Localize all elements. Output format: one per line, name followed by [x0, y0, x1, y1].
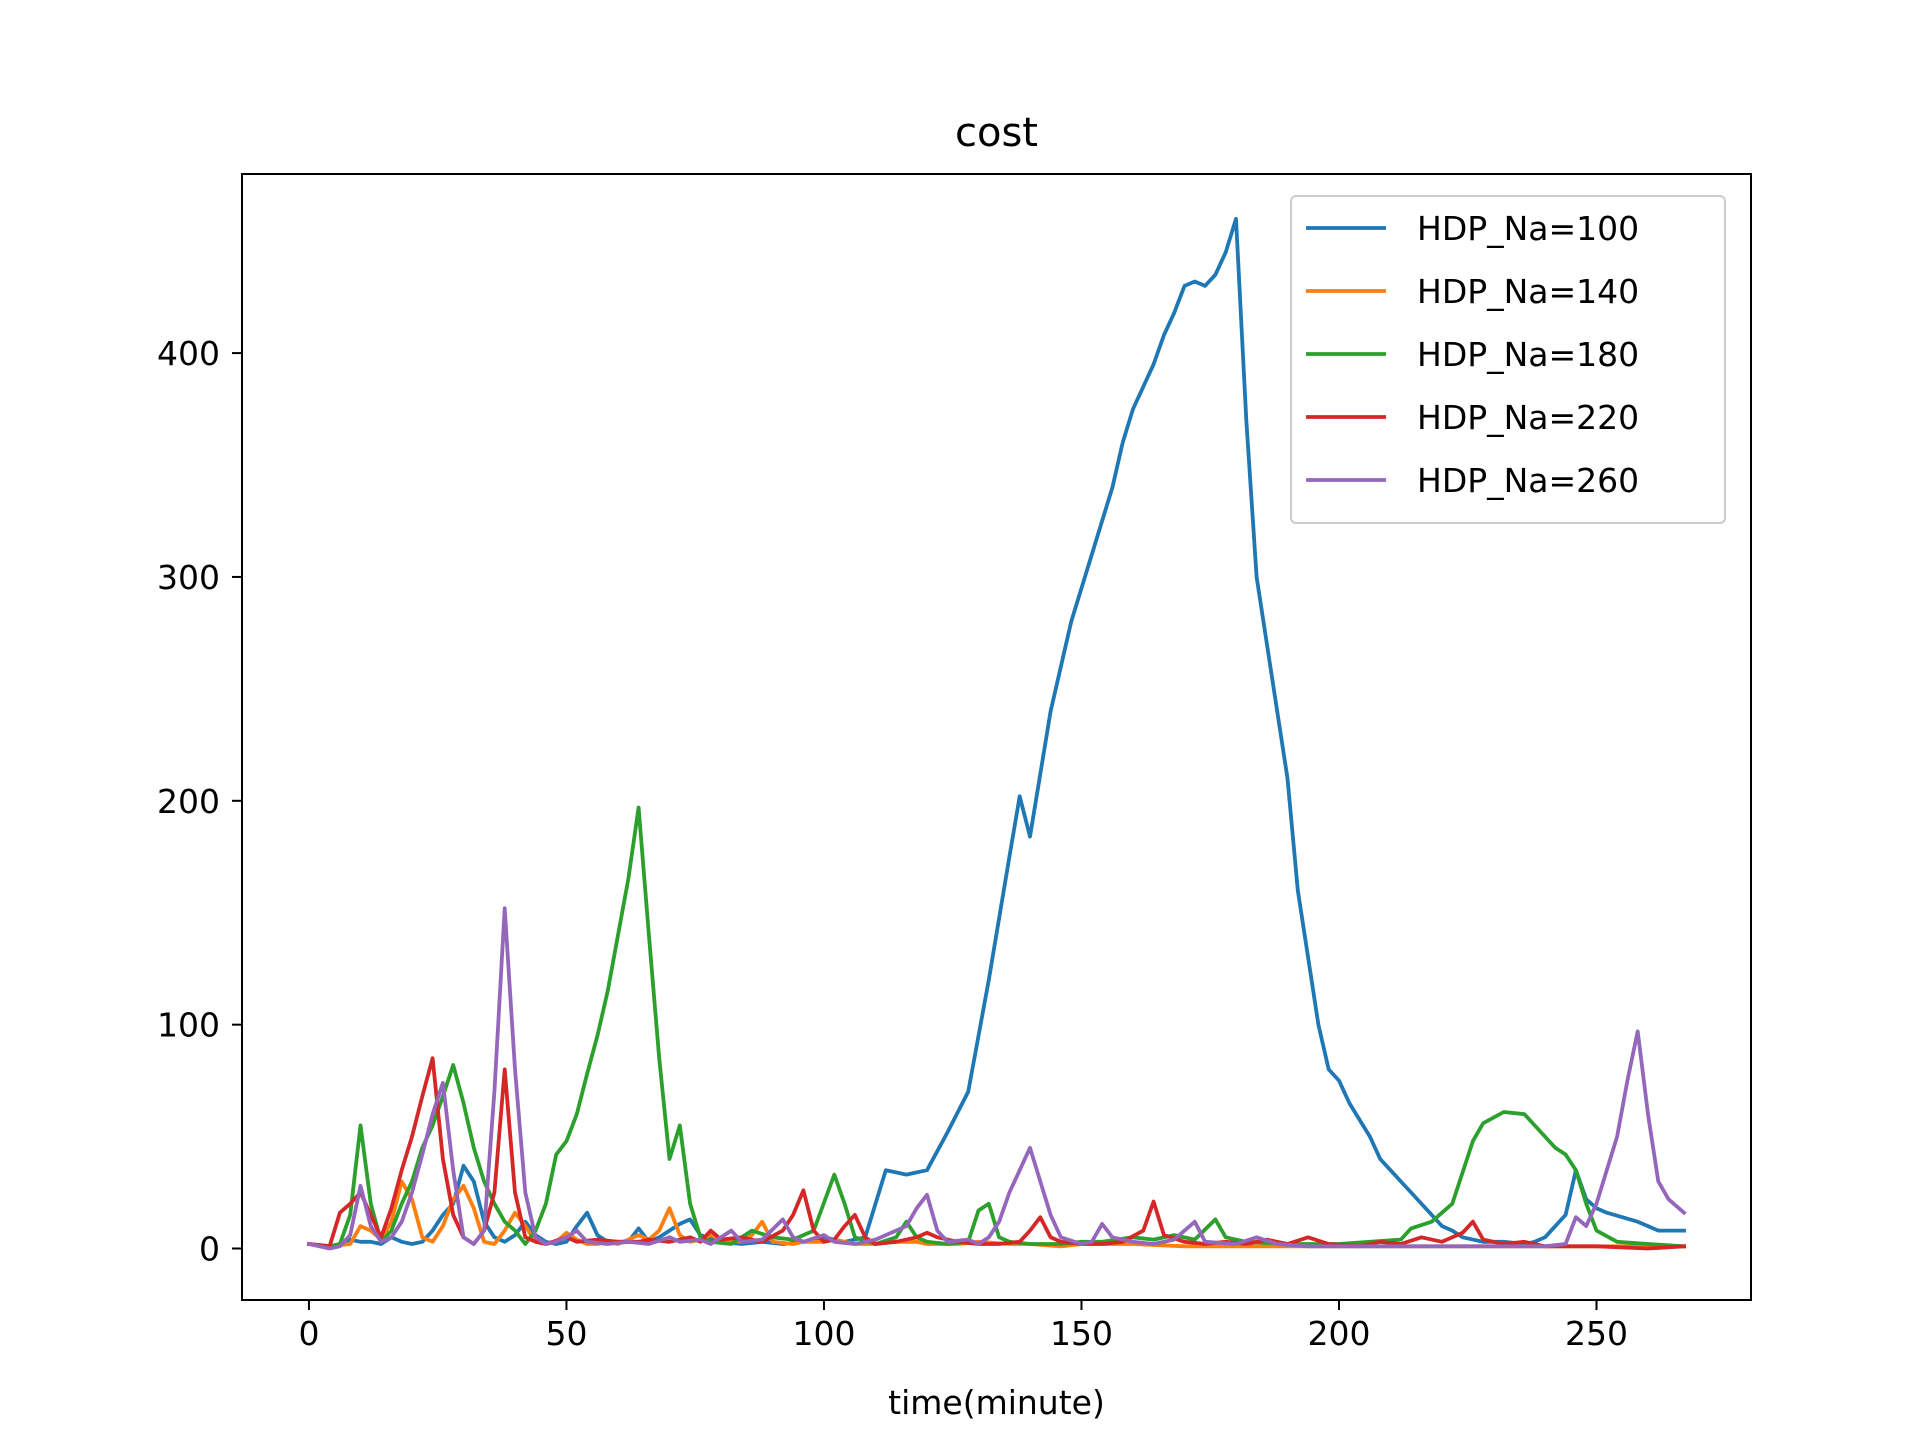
series-line-5 [306, 906, 1687, 1251]
x-tick-label: 50 [545, 1314, 587, 1353]
legend-box [1290, 195, 1726, 524]
chart-title: cost [955, 110, 1038, 156]
legend-label: HDP_Na=260 [1417, 461, 1639, 500]
legend-label: HDP_Na=140 [1417, 272, 1639, 311]
x-tick-label: 250 [1565, 1314, 1628, 1353]
legend-label: HDP_Na=180 [1417, 335, 1639, 374]
x-tick-label: 150 [1050, 1314, 1113, 1353]
y-tick-label: 400 [157, 334, 220, 373]
legend-label: HDP_Na=220 [1417, 398, 1639, 437]
y-tick-label: 200 [157, 782, 220, 821]
x-tick-label: 200 [1307, 1314, 1370, 1353]
series-line-3 [306, 805, 1687, 1249]
series-layer [306, 216, 1687, 1251]
x-tick-label: 0 [298, 1314, 319, 1353]
x-tick-label: 100 [792, 1314, 855, 1353]
legend: HDP_Na=100 HDP_Na=140 HDP_Na=180 HDP_Na=220… [1290, 195, 1726, 524]
x-axis-label: time(minute) [888, 1383, 1105, 1422]
legend-label: HDP_Na=100 [1417, 209, 1639, 248]
y-tick-label: 100 [157, 1006, 220, 1045]
tick-layer: 0 50 100 150 200 250 0 100 200 300 400 [157, 334, 1628, 1353]
y-tick-label: 0 [199, 1230, 220, 1269]
plot-frame [241, 173, 1752, 1301]
y-tick-label: 300 [157, 558, 220, 597]
